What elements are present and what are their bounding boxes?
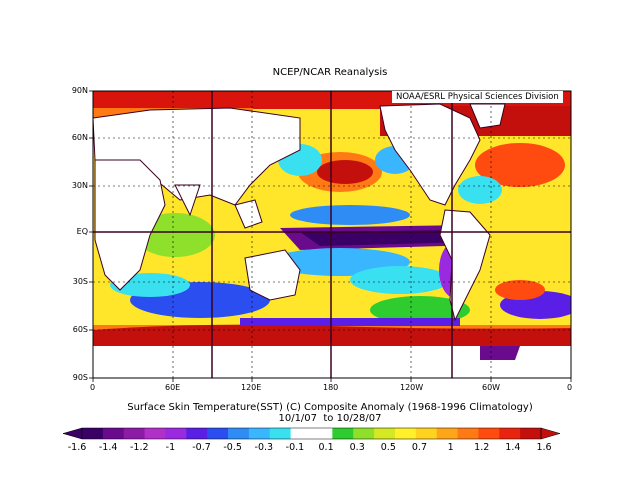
colorbar-tick-label: -1.2: [129, 442, 149, 453]
colorbar-tick-label: 1: [447, 442, 454, 453]
lat-label-90n: 90N: [71, 86, 88, 95]
colorbar-swatch: [123, 428, 145, 439]
lat-label-60s: 60S: [72, 325, 88, 334]
caption-line-1: Surface Skin Temperature(SST) (C) Compos…: [127, 402, 533, 413]
colorbar-tick-label: -0.7: [192, 442, 211, 453]
graticule: [93, 91, 571, 378]
colorbar-tick-label: -0.5: [223, 442, 242, 453]
colorbar-swatch: [394, 428, 417, 439]
lat-label-eq: EQ: [76, 227, 88, 236]
lon-label-0-left: 0: [90, 383, 96, 392]
colorbar-swatch: [478, 428, 500, 439]
colorbar-swatch: [436, 428, 458, 439]
colorbar-swatch: [144, 428, 166, 439]
colorbar-swatch: [207, 428, 229, 439]
colorbar-swatch: [520, 428, 542, 439]
colorbar-swatch: [248, 428, 271, 439]
lon-label-180: 180: [323, 383, 339, 392]
lat-label-30n: 30N: [71, 181, 88, 190]
credit-label: NOAA/ESRL Physical Sciences Division: [392, 91, 563, 103]
colorbar-arrow-left: [62, 427, 83, 440]
colorbar-swatch: [332, 428, 354, 439]
colorbar-swatch: [353, 428, 375, 439]
colorbar-swatch: [457, 428, 479, 439]
colorbar: [62, 427, 561, 440]
colorbar-tick-label: 0.1: [318, 442, 334, 453]
colorbar-swatch: [269, 428, 292, 439]
lon-label-60w: 60W: [482, 383, 501, 392]
colorbar-swatch: [82, 428, 104, 439]
colorbar-swatch: [290, 428, 312, 439]
colorbar-tick-label: 0.5: [380, 442, 396, 453]
colorbar-swatch: [165, 428, 187, 439]
colorbar-tick-label: 0.7: [411, 442, 427, 453]
lat-label-60n: 60N: [71, 133, 88, 142]
colorbar-swatch: [102, 428, 125, 439]
lat-label-90s: 90S: [72, 373, 88, 382]
colorbar-swatch: [374, 428, 396, 439]
colorbar-tick-label: 1.4: [505, 442, 521, 453]
caption-line-2: 10/1/07 to 10/28/07: [278, 413, 382, 424]
colorbar-tick-label: -0.1: [285, 442, 305, 453]
page-title: NCEP/NCAR Reanalysis: [272, 67, 388, 78]
lon-label-120e: 120E: [241, 383, 262, 392]
colorbar-frame: [81, 427, 542, 440]
lat-label-30s: 30S: [72, 277, 88, 286]
colorbar-tick-label: -1.4: [98, 442, 118, 453]
axis-ticks: [89, 90, 572, 382]
colorbar-tick-label: 1.6: [536, 442, 552, 453]
colorbar-swatch: [415, 428, 438, 439]
lon-label-0-right: 0: [567, 383, 573, 392]
colorbar-tick-label: -0.3: [254, 442, 274, 453]
colorbar-swatch: [499, 428, 521, 439]
colorbar-arrow-right: [540, 427, 561, 440]
map-frame: [92, 90, 572, 379]
colorbar-tick-label: -1: [165, 442, 176, 453]
colorbar-swatch: [311, 428, 333, 439]
lon-label-120w: 120W: [400, 383, 424, 392]
colorbar-swatch: [186, 428, 208, 439]
colorbar-tick-label: 0.3: [349, 442, 365, 453]
colorbar-tick-label: 1.2: [474, 442, 490, 453]
colorbar-swatch: [228, 428, 250, 439]
colorbar-tick-label: -1.6: [67, 442, 87, 453]
lon-label-60e: 60E: [165, 383, 181, 392]
